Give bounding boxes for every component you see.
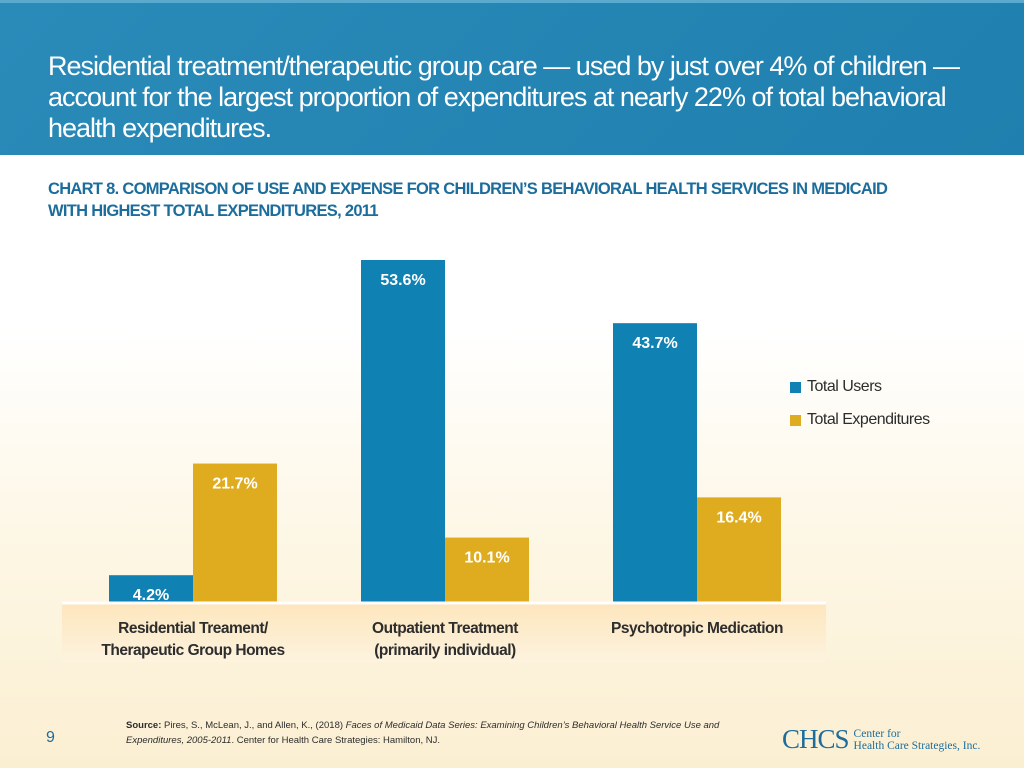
logo-text: Center for Health Care Strategies, Inc. [854,728,981,752]
legend-swatch-expenditures [790,414,801,426]
data-label-expenditures-0: 21.7% [212,476,257,493]
category-label-2-line-0: Psychotropic Medication [611,620,783,637]
chcs-logo: CHCS Center for Health Care Strategies, … [782,724,980,755]
title-banner: Residential treatment/therapeutic group … [0,0,1024,155]
category-label-band [62,604,826,662]
legend-item-total-expenditures: Total Expenditures [790,409,930,431]
slide-headline: Residential treatment/therapeutic group … [48,51,960,143]
data-label-users-0: 4.2% [133,587,169,604]
chart-title: CHART 8. COMPARISON OF USE AND EXPENSE F… [48,178,988,222]
logo-line-2: Health Care Strategies, Inc. [853,739,981,752]
category-label-0-line-0: Residential Treament/ [118,620,269,637]
bar-users-2 [613,323,697,602]
chart-title-line-1: CHART 8. COMPARISON OF USE AND EXPENSE F… [48,180,888,198]
legend-label-total-users: Total Users [807,378,882,395]
logo-mark: CHCS [782,724,850,754]
legend-swatch-users [790,381,801,393]
data-label-expenditures-2: 16.4% [716,509,761,526]
chart-legend: Total Users Total Expenditures [790,376,930,442]
source-title: Faces of Medicaid Data Series: Examining… [126,720,720,746]
bar-users-1 [361,260,445,602]
source-publisher: . Center for Health Care Strategies: Ham… [231,735,441,746]
source-citation: Source: Pires, S., McLean, J., and Allen… [126,718,766,748]
data-label-users-2: 43.7% [632,335,677,352]
page-number: 9 [46,729,55,746]
source-label: Source: [126,720,162,731]
legend-label-total-expenditures: Total Expenditures [807,411,930,428]
category-label-1-line-0: Outpatient Treatment [372,620,518,637]
legend-item-total-users: Total Users [790,376,930,398]
bar-expenditures-2 [697,497,781,602]
bar-expenditures-0 [193,463,277,602]
bar-users-0 [109,575,193,602]
bar-expenditures-1 [445,537,529,602]
chart-title-line-2: WITH HIGHEST TOTAL EXPENDITURES, 2011 [48,202,379,220]
source-authors: Pires, S., McLean, J., and Allen, K., (2… [164,720,344,731]
category-label-0-line-1: Therapeutic Group Homes [101,642,284,659]
logo-line-1: Center for [853,727,901,740]
category-label-1-line-1: (primarily individual) [374,642,516,659]
data-label-expenditures-1: 10.1% [464,550,509,567]
data-label-users-1: 53.6% [380,272,425,289]
